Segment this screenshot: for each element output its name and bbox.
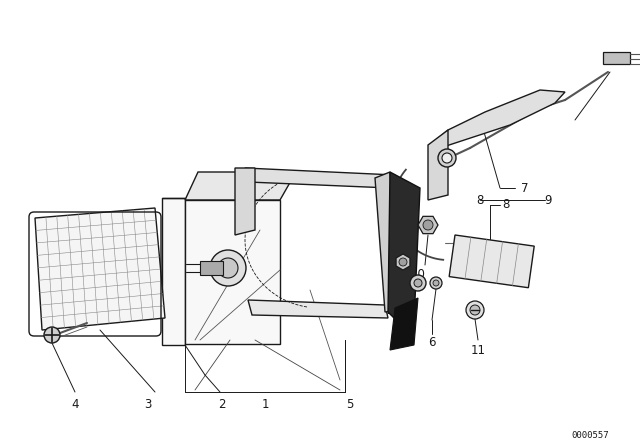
Circle shape <box>430 277 442 289</box>
Polygon shape <box>185 200 280 344</box>
Circle shape <box>399 258 407 266</box>
Polygon shape <box>200 261 223 275</box>
Polygon shape <box>248 300 388 318</box>
Circle shape <box>470 305 480 315</box>
Polygon shape <box>430 90 565 148</box>
Text: 9: 9 <box>544 194 552 207</box>
Polygon shape <box>428 130 448 200</box>
Text: 3: 3 <box>144 397 152 410</box>
Polygon shape <box>35 208 165 330</box>
Text: 7: 7 <box>521 181 529 194</box>
Polygon shape <box>235 168 255 235</box>
Polygon shape <box>388 172 420 332</box>
Text: 8: 8 <box>476 194 484 207</box>
Circle shape <box>442 153 452 163</box>
Circle shape <box>210 250 246 286</box>
Circle shape <box>410 275 426 291</box>
Text: 5: 5 <box>346 397 354 410</box>
Text: 4: 4 <box>71 397 79 410</box>
Polygon shape <box>162 198 185 345</box>
Circle shape <box>433 280 439 286</box>
Circle shape <box>466 301 484 319</box>
Text: 12: 12 <box>385 303 401 316</box>
Circle shape <box>218 258 238 278</box>
Circle shape <box>423 220 433 230</box>
Text: 0000557: 0000557 <box>571 431 609 440</box>
Circle shape <box>438 149 456 167</box>
Polygon shape <box>390 298 418 350</box>
Text: 10: 10 <box>411 267 426 280</box>
Circle shape <box>44 327 60 343</box>
Text: 6: 6 <box>428 336 436 349</box>
Polygon shape <box>375 172 400 312</box>
Text: 11: 11 <box>470 344 486 357</box>
Circle shape <box>414 279 422 287</box>
Text: 2: 2 <box>218 397 226 410</box>
Polygon shape <box>449 235 534 288</box>
Polygon shape <box>245 168 395 188</box>
Polygon shape <box>185 172 296 200</box>
Polygon shape <box>603 52 630 64</box>
Text: 1: 1 <box>261 397 269 410</box>
Text: 8: 8 <box>502 198 509 211</box>
